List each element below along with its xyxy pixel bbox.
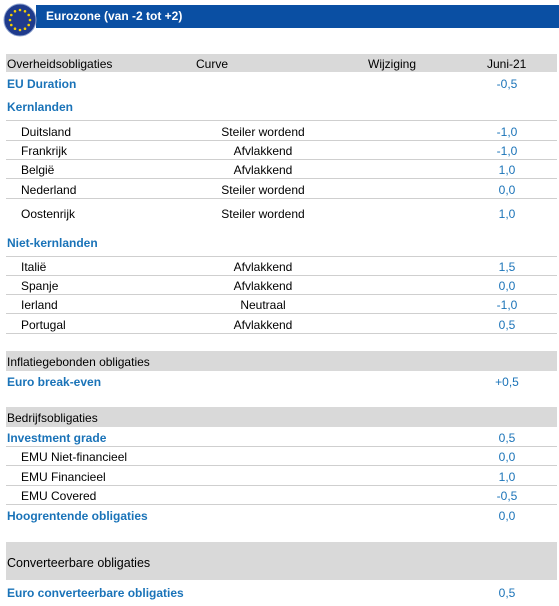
header-overheidsobligaties: Overheidsobligaties [7,57,113,71]
row-belgie-value: 1,0 [498,163,516,177]
row-italie-value: 1,5 [498,260,516,274]
row-oostenrijk-value: 1,0 [498,207,516,221]
divider [6,465,557,466]
row-emu-covered-name: EMU Covered [21,489,97,503]
divider [6,275,557,276]
divider [6,178,557,179]
header-juni-21: Juni-21 [487,57,527,71]
section-inflatie-header [6,351,557,371]
row-nederland-value: 0,0 [498,183,516,197]
divider [6,140,557,141]
euro-converteerbare-label: Euro converteerbare obligaties [7,586,184,600]
row-emu-covered-value: -0,5 [496,489,518,503]
row-belgie-curve: Afvlakkend [233,163,293,177]
divider [6,120,557,121]
row-portugal-value: 0,5 [498,318,516,332]
euro-break-even-value: +0,5 [495,375,519,389]
row-ierland-name: Ierland [21,298,58,312]
row-frankrijk-value: -1,0 [496,144,518,158]
eu-duration-value: -0,5 [496,77,518,91]
row-spanje-value: 0,0 [498,279,516,293]
banner: Eurozone (van -2 tot +2) [0,0,559,37]
row-nederland-curve: Steiler wordend [221,183,305,197]
row-frankrijk-name: Frankrijk [21,144,68,158]
converteerbaar-title: Converteerbare obligaties [7,556,151,570]
row-duitsland-value: -1,0 [496,125,518,139]
divider [6,294,557,295]
row-italie-curve: Afvlakkend [233,260,293,274]
divider [6,333,557,334]
divider [6,159,557,160]
euro-break-even-label: Euro break-even [7,375,102,389]
banner-bar [36,5,559,28]
divider [6,446,557,447]
hoogrentende-label: Hoogrentende obligaties [7,509,148,523]
row-portugal-name: Portugal [21,318,66,332]
table-header [6,54,557,72]
header-wijziging: Wijziging [368,57,417,71]
bedrijf-title: Bedrijfsobligaties [7,411,98,425]
kernlanden-title: Kernlanden [7,100,74,114]
row-duitsland-curve: Steiler wordend [221,125,305,139]
divider [6,313,557,314]
investment-grade-value: 0,5 [498,431,516,445]
row-italie-name: Italië [21,260,47,274]
row-nederland-name: Nederland [21,183,77,197]
divider [6,256,557,257]
row-emu-niet-financieel-value: 0,0 [498,450,516,464]
hoogrentende-value: 0,0 [498,509,516,523]
niet-kernlanden-title: Niet-kernlanden [7,236,98,250]
row-spanje-name: Spanje [21,279,59,293]
row-emu-financieel-name: EMU Financieel [21,470,106,484]
row-oostenrijk-curve: Steiler wordend [221,207,305,221]
euro-converteerbare-value: 0,5 [498,586,516,600]
section-converteerbaar-header [6,542,557,580]
banner-title: Eurozone (van -2 tot +2) [46,9,183,23]
section-bedrijf-header [6,407,557,427]
row-oostenrijk-name: Oostenrijk [21,207,76,221]
investment-grade-label: Investment grade [7,431,107,445]
row-ierland-curve: Neutraal [240,298,286,312]
row-frankrijk-curve: Afvlakkend [233,144,293,158]
row-ierland-value: -1,0 [496,298,518,312]
row-duitsland-name: Duitsland [21,125,72,139]
eu-flag-icon [3,3,37,37]
inflatie-title: Inflatiegebonden obligaties [7,355,150,369]
divider [6,198,557,199]
row-belgie-name: België [21,163,55,177]
row-emu-niet-financieel-name: EMU Niet-financieel [21,450,128,464]
divider [6,485,557,486]
eu-duration-label: EU Duration [7,77,77,91]
row-portugal-curve: Afvlakkend [233,318,293,332]
header-curve: Curve [196,57,229,71]
row-emu-financieel-value: 1,0 [498,470,516,484]
divider [6,504,557,505]
row-spanje-curve: Afvlakkend [233,279,293,293]
